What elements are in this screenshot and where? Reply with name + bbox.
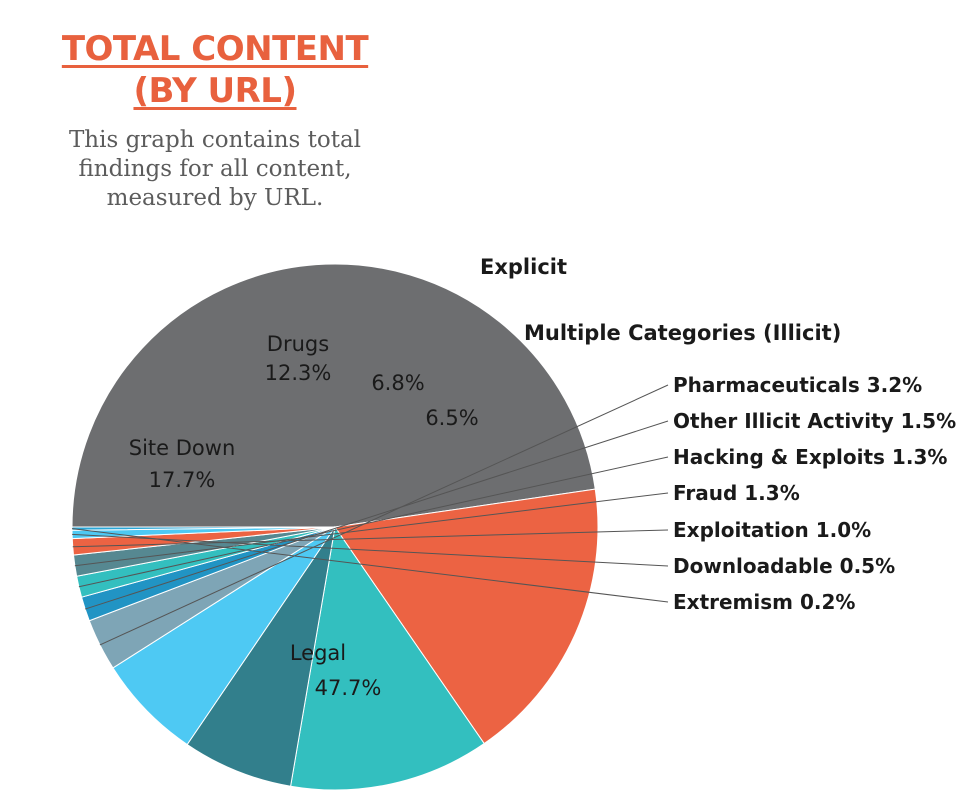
slice-label-other-illicit-activity: Other Illicit Activity 1.5%	[673, 409, 956, 433]
pie-slices	[71, 263, 599, 791]
slice-label-downloadable: Downloadable 0.5%	[673, 554, 895, 578]
slice-labels: Legal 47.7% Site Down 17.7% Drugs 12.3% Explic…	[129, 255, 956, 700]
pie-slice-drugs	[290, 525, 485, 791]
leader-line-fraud	[74, 492, 669, 567]
slice-label-extremism: Extremism 0.2%	[673, 590, 855, 614]
slice-value-label-drugs: 12.3%	[265, 361, 332, 385]
slice-value-label-legal: 47.7%	[315, 676, 382, 700]
chart-title-line-1: TOTAL CONTENT	[61, 29, 369, 69]
slice-value-label-site-down: 17.7%	[149, 468, 216, 492]
leader-lines	[71, 384, 669, 646]
leader-line-pharmaceuticals	[99, 384, 669, 646]
slice-label-drugs: Drugs	[267, 332, 329, 356]
chart-subtitle-line-2: findings for all content,	[78, 156, 352, 182]
slice-label-legal: Legal	[290, 641, 346, 665]
chart-title: TOTAL CONTENT (BY URL)	[30, 28, 400, 112]
chart-subtitle-line-1: This graph contains total	[68, 127, 362, 153]
slice-label-fraud: Fraud 1.3%	[673, 481, 800, 505]
slice-label-pharmaceuticals: Pharmaceuticals 3.2%	[673, 373, 922, 397]
chart-title-line-2: (BY URL)	[133, 71, 297, 111]
leader-line-extremism	[71, 528, 669, 603]
pie-slice-legal	[71, 263, 596, 528]
leader-line-other-illicit-activity	[84, 420, 669, 610]
chart-subtitle-line-3: measured by URL.	[106, 185, 324, 211]
slice-label-multiple-categories-illicit: Multiple Categories (Illicit)	[524, 321, 841, 345]
leader-line-hacking-and-exploits	[78, 456, 669, 588]
pie-slice-site-down	[334, 488, 599, 745]
chart-subtitle: This graph contains total findings for a…	[30, 126, 400, 213]
slice-label-site-down: Site Down	[129, 436, 236, 460]
leader-line-exploitation	[72, 529, 669, 548]
pie-slice-explicit	[186, 526, 336, 787]
slice-value-label-explicit: 6.8%	[371, 371, 424, 395]
slice-label-explicit: Explicit	[480, 255, 567, 279]
leader-line-downloadable	[72, 533, 669, 567]
slice-label-exploitation: Exploitation 1.0%	[673, 518, 871, 542]
slice-label-hacking-and-exploits: Hacking & Exploits 1.3%	[673, 445, 947, 469]
slice-value-label-multiple-categories-illicit: 6.5%	[425, 406, 478, 430]
